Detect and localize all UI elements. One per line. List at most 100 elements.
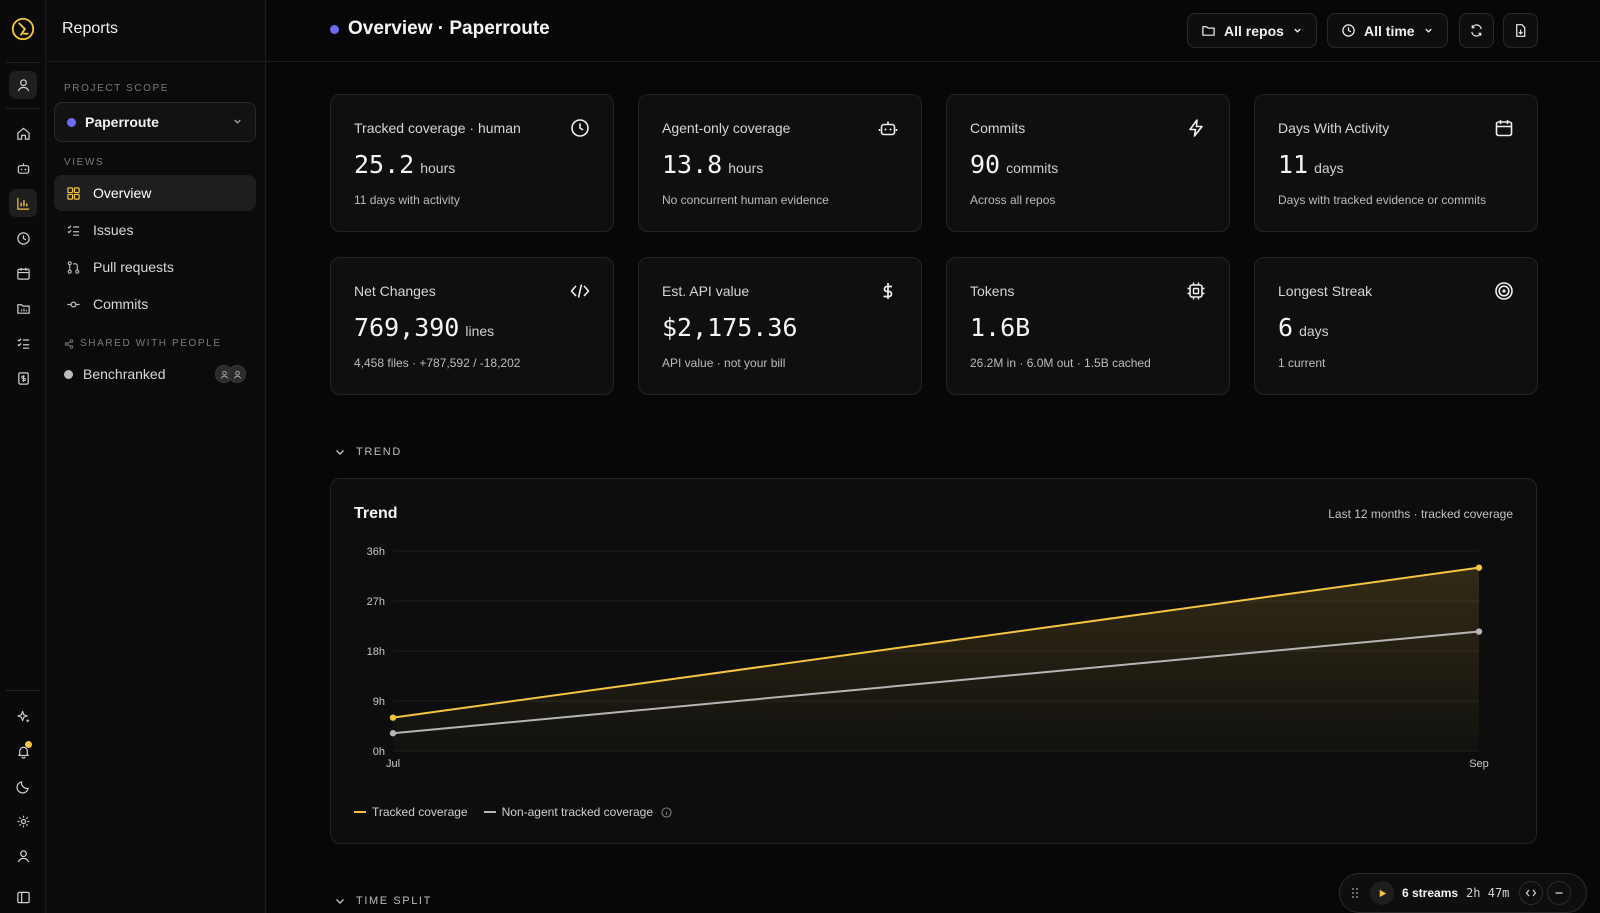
page-title-text: Overview · Paperroute: [348, 18, 550, 39]
dollar-icon: [878, 281, 898, 301]
rail-divider: [6, 690, 40, 691]
views-label: VIEWS: [64, 157, 105, 168]
series-area-tracked: [393, 567, 1479, 751]
rail-settings[interactable]: [9, 807, 37, 835]
avatar: [228, 365, 246, 383]
export-button[interactable]: [1503, 13, 1538, 48]
target-icon: [1494, 281, 1514, 301]
time-split-section-toggle[interactable]: TIME SPLIT: [334, 895, 432, 907]
rail-calendar[interactable]: [9, 259, 37, 287]
card-subtext: Across all repos: [970, 193, 1056, 207]
rail-theme-toggle[interactable]: [9, 772, 37, 800]
shared-label-text: SHARED WITH PEOPLE: [80, 338, 222, 349]
chevron-down-icon: [336, 899, 344, 904]
drag-handle-icon[interactable]: [1348, 886, 1362, 900]
embed-code-button[interactable]: [1519, 881, 1544, 905]
chevron-down-icon: [232, 114, 243, 130]
sidebar-toggle-button[interactable]: [9, 883, 37, 911]
time-filter-dropdown[interactable]: All time: [1327, 13, 1448, 48]
user-icon: [17, 849, 29, 862]
folder-icon: [1202, 26, 1215, 36]
top-bar: Overview · Paperroute All repos All time: [266, 0, 1600, 62]
nav-item-label: Commits: [93, 296, 149, 312]
data-point: [389, 714, 397, 721]
rail-profile[interactable]: [9, 842, 37, 870]
rail-divider: [6, 62, 40, 63]
minimize-button[interactable]: [1547, 881, 1572, 905]
trend-section-toggle[interactable]: TREND: [334, 446, 402, 458]
user-icon: [17, 78, 29, 91]
sparkle-icon: [16, 710, 29, 722]
shared-section-label: SHARED WITH PEOPLE: [64, 338, 222, 349]
minus-icon: [1555, 892, 1563, 894]
card-unit: lines: [465, 323, 495, 339]
grid-icon: [64, 184, 82, 202]
card-unit: commits: [1006, 160, 1059, 176]
card-title: Net Changes: [354, 283, 436, 299]
refresh-button[interactable]: [1459, 13, 1494, 48]
moon-icon: [15, 780, 29, 794]
app-logo[interactable]: [9, 15, 37, 43]
shared-item-benchranked[interactable]: Benchranked: [54, 356, 256, 392]
trend-card: Trend Last 12 months · tracked coverage …: [330, 478, 1537, 844]
play-button[interactable]: [1370, 881, 1394, 905]
rail-tasks[interactable]: [9, 329, 37, 357]
card-unit: hours: [420, 160, 456, 176]
avatar-group: [215, 365, 246, 383]
series-line: [392, 630, 1480, 735]
time-split-section-label: TIME SPLIT: [356, 895, 432, 907]
nav-item-overview[interactable]: Overview: [54, 175, 256, 211]
folder-chart-icon: [16, 303, 30, 314]
chip-icon: [1186, 281, 1206, 301]
legend-item-tracked[interactable]: Tracked coverage: [354, 805, 468, 819]
y-tick-label: 18h: [367, 646, 385, 658]
bar-chart-icon: [16, 197, 29, 210]
nav-item-issues[interactable]: Issues: [54, 212, 256, 248]
calendar-icon: [16, 267, 30, 280]
card-title: Tokens: [970, 283, 1015, 299]
repos-filter-label: All repos: [1224, 22, 1284, 39]
rail-home[interactable]: [9, 119, 37, 147]
refresh-icon: [1471, 24, 1482, 37]
card-number: 769,390: [354, 313, 460, 342]
card-number: $2,175.36: [662, 313, 798, 342]
legend-item-nonagent[interactable]: Non-agent tracked coverage: [483, 805, 653, 819]
stat-card-api-value: Est. API value $2,175.36 API value · not…: [638, 257, 922, 395]
rail-notifications[interactable]: [9, 737, 37, 765]
x-tick-label: Sep: [1469, 758, 1489, 770]
card-value: 769,390 lines: [354, 313, 494, 342]
repos-filter-dropdown[interactable]: All repos: [1187, 13, 1317, 48]
rail-projects[interactable]: [9, 294, 37, 322]
trend-title: Trend: [354, 505, 398, 522]
rail-billing[interactable]: [9, 364, 37, 392]
nav-item-label: Pull requests: [93, 259, 174, 275]
card-value: 6 days: [1278, 313, 1329, 342]
stat-card-tracked-coverage: Tracked coverage · human 25.2 hours 11 da…: [330, 94, 614, 232]
data-point: [1475, 564, 1483, 571]
logo-icon: [11, 17, 35, 41]
stat-card-net-changes: Net Changes 769,390 lines 4,458 files · +…: [330, 257, 614, 395]
info-icon[interactable]: [661, 806, 672, 818]
stat-card-tokens: Tokens 1.6B 26.2M in · 6.0M out · 1.5B c…: [946, 257, 1230, 395]
card-number: 13.8: [662, 150, 723, 179]
project-scope-select[interactable]: Paperroute: [54, 102, 256, 142]
trend-section-label: TREND: [356, 446, 402, 458]
icon-rail: [0, 0, 46, 913]
rail-divider: [6, 108, 40, 109]
rail-reports[interactable]: [9, 189, 37, 217]
clock-icon: [570, 118, 590, 138]
card-subtext: 1 current: [1278, 356, 1326, 370]
legend-swatch: [354, 811, 366, 813]
nav-item-pull-requests[interactable]: Pull requests: [54, 249, 256, 285]
rail-ai[interactable]: [9, 702, 37, 730]
data-point: [389, 730, 397, 737]
project-scope-value: Paperroute: [85, 114, 159, 130]
y-tick-label: 36h: [367, 546, 385, 558]
account-switch-button[interactable]: [9, 71, 37, 99]
rail-agents[interactable]: [9, 154, 37, 182]
project-color-dot: [67, 117, 76, 127]
data-point: [1475, 628, 1483, 635]
rail-history[interactable]: [9, 224, 37, 252]
nav-item-commits[interactable]: Commits: [54, 286, 256, 322]
play-icon: [1379, 889, 1386, 897]
